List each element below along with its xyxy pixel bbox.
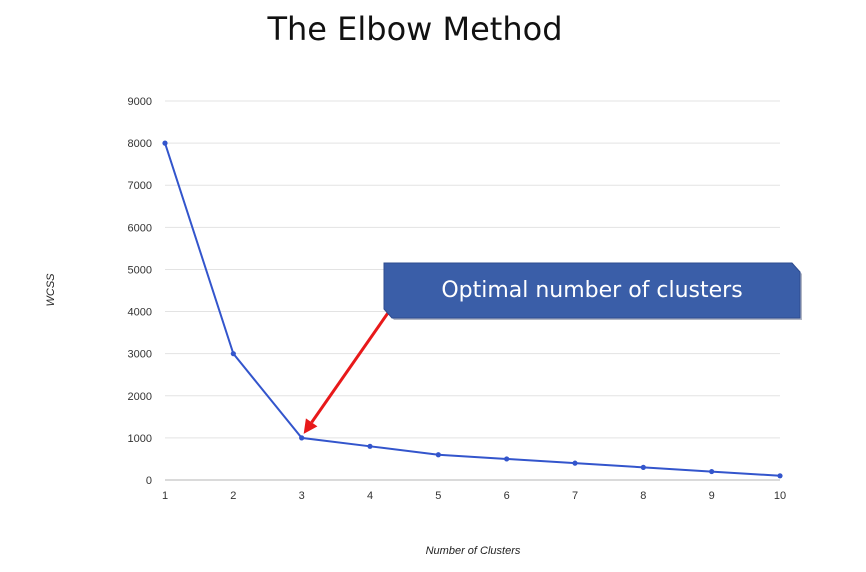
x-tick-label: 6 [504,490,510,502]
y-axis-label: WCSS [45,273,57,307]
x-tick-label: 9 [709,490,715,502]
annotation-callout: Optimal number of clusters [303,262,802,434]
x-tick-label: 1 [162,490,168,502]
data-points [162,140,783,479]
data-point [299,435,305,441]
y-tick-label: 3000 [128,349,152,361]
data-point [162,140,168,146]
x-tick-label: 2 [230,490,236,502]
x-tick-label: 3 [299,490,305,502]
x-axis-ticks: 1 2 3 4 5 6 7 8 9 10 [162,490,786,502]
x-tick-label: 7 [572,490,578,502]
x-tick-label: 5 [435,490,441,502]
callout-text: Optimal number of clusters [441,278,742,303]
data-point [709,468,715,475]
data-point [640,464,646,470]
y-tick-label: 7000 [128,180,152,192]
y-tick-label: 9000 [128,96,152,108]
data-point [572,460,578,466]
x-tick-label: 4 [367,490,373,502]
wcss-series-line [164,142,781,477]
annotation-arrow [310,309,392,424]
x-tick-label: 8 [640,490,646,502]
x-tick-label: 10 [774,490,786,502]
arrow-head-icon [303,418,318,434]
x-axis-label: Number of Clusters [426,545,521,557]
y-tick-label: 4000 [128,307,152,319]
callout-box [383,262,801,319]
chart-title: The Elbow Method [267,10,563,48]
data-point [435,452,441,458]
data-point [777,473,783,479]
data-point [230,351,236,357]
y-tick-label: 5000 [128,264,152,276]
y-tick-label: 1000 [128,433,152,445]
y-tick-label: 2000 [128,391,152,403]
y-tick-label: 0 [146,475,152,487]
data-point [504,456,510,462]
y-tick-label: 8000 [128,138,152,150]
y-tick-label: 6000 [128,222,152,234]
y-axis-ticks: 0 1000 2000 3000 4000 5000 6000 7000 8000 9000 [128,96,152,487]
data-point [367,443,373,449]
